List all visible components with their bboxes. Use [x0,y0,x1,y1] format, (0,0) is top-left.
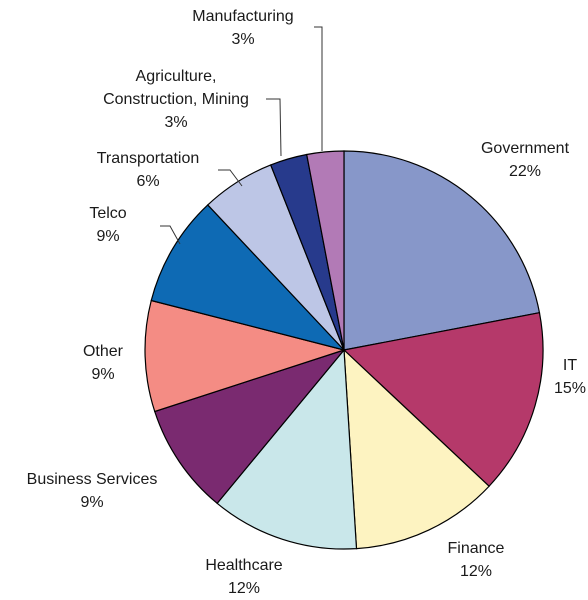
pie-slice-telco [150,204,346,352]
slice-label: Business Services 9% [27,471,158,511]
slice-label: Government 22% [481,140,570,180]
pie-slice-manufacturing [306,150,345,351]
pie-slice-healthcare [216,348,358,550]
leader-line [314,26,323,151]
slice-label: Manufacturing 3% [192,8,293,48]
pie-slice-other [144,299,347,413]
pie-slices [144,150,544,550]
pie-slice-business-services [153,348,346,505]
slice-label: Agriculture, Construction, Mining 3% [103,68,249,131]
leader-line [218,169,243,187]
pie-slice-government [343,150,541,351]
slice-label: Healthcare 12% [205,557,282,597]
leader-lines [160,26,323,245]
slice-label: Finance 12% [448,540,505,580]
leader-line [160,225,181,245]
slice-label: Telco 9% [89,205,126,245]
pie-slice-finance [343,348,490,550]
slice-label: Other 9% [83,343,124,383]
leader-line [266,98,282,157]
pie-slice-it [342,312,544,488]
slice-label: IT 15% [554,357,586,397]
slice-labels: Government 22% IT 15% Finance 12% Healthcare 12… [27,8,586,597]
slice-label: Transportation 6% [97,150,200,190]
